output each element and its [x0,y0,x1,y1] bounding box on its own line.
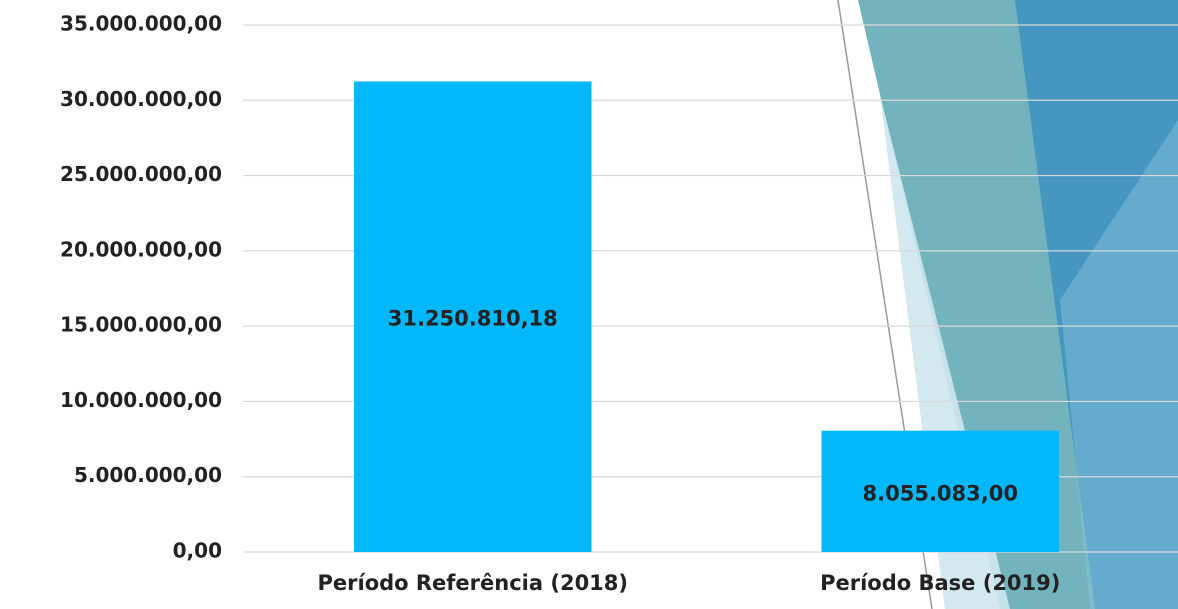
bar [354,81,592,552]
x-tick-label: Período Referência (2018) [318,571,629,595]
data-label: 31.250.810,18 [388,307,558,331]
y-tick-label: 20.000.000,00 [60,237,222,261]
y-tick-label: 35.000.000,00 [60,12,222,36]
y-tick-label: 30.000.000,00 [60,87,222,111]
data-label: 8.055.083,00 [863,481,1018,505]
y-tick-label: 10.000.000,00 [60,388,222,412]
bar [821,430,1059,552]
y-tick-label: 15.000.000,00 [60,313,222,337]
y-tick-label: 25.000.000,00 [60,162,222,186]
background-decoration [837,0,1178,609]
y-tick-label: 5.000.000,00 [74,463,222,487]
x-tick-label: Período Base (2019) [820,571,1060,595]
y-tick-label: 0,00 [173,539,222,563]
